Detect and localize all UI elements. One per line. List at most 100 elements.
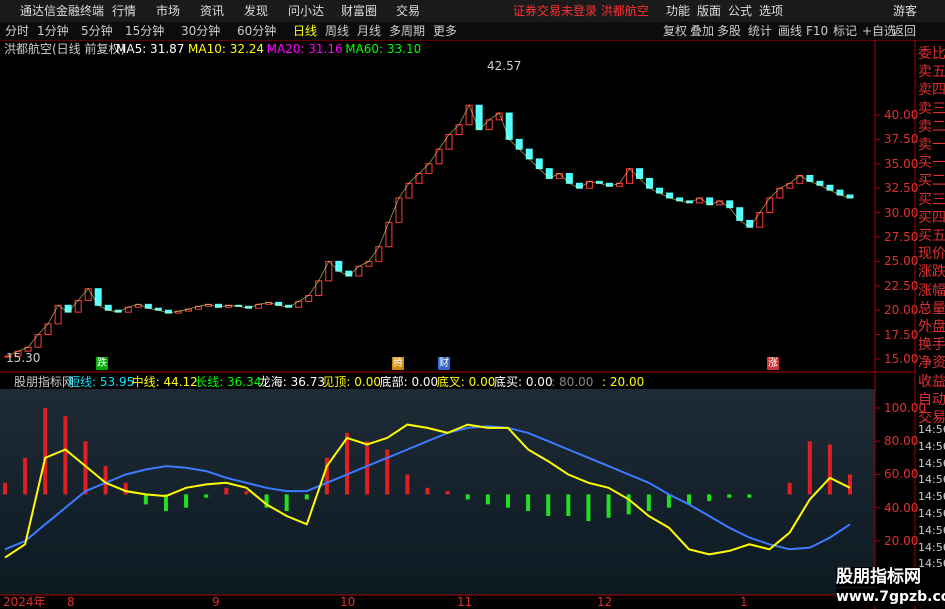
y-tick-label: 60.00	[884, 467, 919, 482]
tool-button[interactable]: 统计	[748, 24, 773, 38]
period-button[interactable]: 日线	[293, 24, 318, 38]
histogram-bar	[848, 474, 852, 495]
side-label: 现价	[918, 246, 945, 263]
period-button[interactable]: 1分钟	[37, 24, 69, 38]
tool-button[interactable]: +自选	[862, 24, 897, 38]
indicator-bg	[0, 389, 875, 595]
side-time: 14:56	[918, 423, 945, 436]
histogram-bar	[123, 482, 128, 495]
x-tick-label: 1	[740, 595, 748, 609]
histogram-bar	[143, 494, 148, 505]
tool-button[interactable]: F10	[806, 24, 829, 38]
y-tick-label: 20.00	[884, 303, 919, 318]
menu-item[interactable]: 市场	[156, 4, 181, 18]
side-label: 换手	[918, 337, 945, 354]
histogram-bar	[727, 494, 732, 498]
indicator-param: 短线: 53.95	[68, 375, 135, 389]
menu-item[interactable]: 选项	[759, 4, 784, 18]
menu-item[interactable]: 行情	[112, 4, 137, 18]
candle	[335, 260, 343, 272]
histogram-bar	[163, 494, 168, 512]
side-label: 买一	[918, 155, 945, 172]
candle	[485, 119, 493, 131]
side-time: 14:56	[918, 490, 945, 504]
period-button[interactable]: 30分钟	[181, 24, 221, 38]
x-tick-label: 12	[597, 595, 613, 609]
candle	[435, 148, 443, 165]
histogram-bar	[606, 494, 611, 518]
tool-button[interactable]: 画线	[778, 24, 803, 38]
histogram-bar	[304, 494, 309, 500]
histogram-bar	[666, 494, 671, 508]
histogram-bar	[204, 494, 209, 498]
tool-button[interactable]: 叠加	[690, 24, 715, 38]
period-button[interactable]: 周线	[325, 24, 350, 38]
close-line	[7, 104, 851, 357]
event-marker: 腾	[392, 357, 404, 370]
side-time: 14:56	[918, 507, 945, 520]
histogram-bar	[586, 494, 591, 522]
histogram-bar	[264, 494, 269, 508]
histogram-bar	[505, 494, 510, 508]
y-tick-label: 15.00	[884, 351, 919, 366]
candle	[766, 197, 774, 214]
histogram-bar	[827, 444, 832, 495]
candle	[415, 173, 423, 184]
period-button[interactable]: 月线	[357, 24, 382, 38]
title-bar	[0, 0, 945, 22]
side-label: 交易	[918, 410, 945, 426]
side-time: 14:56	[918, 456, 945, 470]
event-marker: 财	[438, 357, 450, 370]
menu-item[interactable]: 资讯	[200, 4, 225, 18]
candle	[44, 323, 52, 336]
histogram-bar	[284, 494, 289, 512]
ma-label: MA5: 31.87	[116, 42, 185, 56]
login-notice: 证券交易未登录 洪都航空	[513, 4, 649, 18]
candle	[425, 163, 433, 175]
menu-item[interactable]: 问小达	[288, 4, 325, 18]
side-label: 收益	[918, 373, 945, 390]
user[interactable]: 游客	[893, 4, 918, 18]
tool-button[interactable]: 多股	[717, 24, 742, 38]
watermark-url: www.7gpzb.com	[836, 588, 945, 606]
candle	[355, 265, 363, 277]
side-label: 买三	[918, 191, 945, 208]
menu-item[interactable]: 公式	[728, 4, 753, 18]
ma-label: MA60: 33.10	[345, 42, 422, 56]
period-button[interactable]: 更多	[433, 24, 458, 38]
period-button[interactable]: 多周期	[389, 24, 426, 38]
candle	[385, 221, 393, 248]
period-button[interactable]: 15分钟	[125, 24, 165, 38]
tool-button[interactable]: 标记	[833, 24, 858, 38]
chart-title: 洪都航空(日线 前复权)	[4, 42, 126, 56]
menu-item[interactable]: 发现	[244, 4, 269, 18]
side-label: 外盘	[918, 319, 945, 335]
low-label: 15.30	[6, 351, 41, 365]
histogram-bar	[405, 474, 410, 495]
side-label: 涨跌	[918, 264, 945, 281]
menu-item[interactable]: 功能	[666, 4, 691, 18]
menu-item[interactable]: 版面	[697, 4, 722, 18]
period-button[interactable]: 5分钟	[81, 24, 113, 38]
histogram-bar	[707, 494, 712, 502]
y-tick-label: 37.50	[884, 132, 919, 147]
tool-button[interactable]: 返回	[892, 24, 917, 38]
tool-button[interactable]: 复权	[663, 24, 688, 38]
toolbar	[0, 22, 945, 41]
histogram-bar	[345, 432, 350, 495]
histogram-bar	[787, 482, 792, 495]
histogram-bar	[83, 441, 88, 495]
side-label: 净资	[918, 355, 945, 372]
menu-item[interactable]: 财富圈	[341, 4, 378, 18]
side-label: 涨幅	[918, 282, 945, 299]
period-button[interactable]: 分时	[5, 24, 30, 38]
candle	[315, 280, 323, 297]
candle	[565, 173, 573, 184]
menu-item[interactable]: 交易	[396, 4, 421, 18]
y-tick-label: 32.50	[884, 181, 919, 196]
period-button[interactable]: 60分钟	[237, 24, 277, 38]
candle	[54, 304, 62, 325]
side-label: 自动	[918, 391, 945, 408]
long-line	[4, 425, 851, 551]
